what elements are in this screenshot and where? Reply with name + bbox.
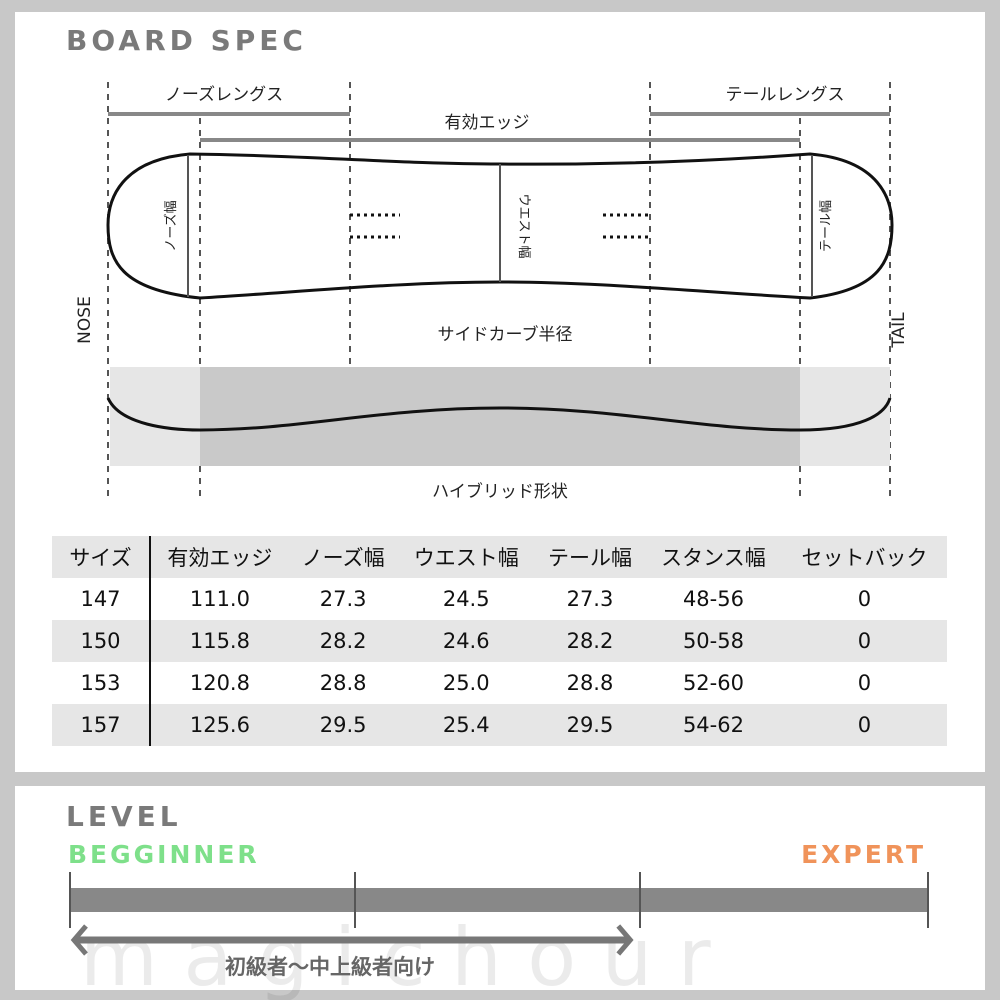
cell: 28.8 [319,671,367,695]
nose-label: NOSE [75,296,95,344]
level-range-text: 初級者〜中上級者向け [225,955,435,979]
table-header-row: サイズ 有効エッジ ノーズ幅 ウエスト幅 テール幅 スタンス幅 セットバック [52,536,947,578]
cell: 28.2 [319,629,367,653]
level-bar [70,888,928,912]
cell: 24.5 [442,587,490,611]
cell: 52-60 [682,671,744,695]
header-waist-width: ウエスト幅 [413,546,519,570]
nose-width-label: ノーズ幅 [163,200,179,251]
cell: 0 [857,587,872,611]
waist-width-label: ウエスト幅 [516,193,531,258]
cell: 54-62 [682,713,744,737]
header-stance: スタンス幅 [661,546,766,570]
table-row: 157 125.6 29.5 25.4 29.5 54-62 0 [52,704,947,746]
spec-table: サイズ 有効エッジ ノーズ幅 ウエスト幅 テール幅 スタンス幅 セットバック 147 111.… [52,536,948,746]
tail-width-label: テール幅 [819,200,834,252]
header-edge: 有効エッジ [167,546,273,570]
tail-label: TAIL [889,312,909,349]
cell: 0 [857,629,872,653]
profile-label: ハイブリッド形状 [432,481,568,502]
board-outline [106,152,894,300]
tail-length-label: テールレングス [726,85,845,105]
board-diagram: ノーズレングス テールレングス 有効エッジ ノーズ幅 ウエスト幅 テール幅 サイ… [75,82,909,502]
effective-edge-label: 有効エッジ [445,113,530,133]
header-nose-width: ノーズ幅 [301,546,385,570]
cell: 24.6 [442,629,490,653]
cell: 111.0 [189,587,250,611]
cell: 153 [52,662,151,704]
cell: 50-58 [682,629,744,653]
level-title: LEVEL [66,800,182,833]
level-range-arrow [70,924,634,956]
cell: 0 [857,671,872,695]
header-size: サイズ [52,536,151,578]
nose-length-label: ノーズレングス [165,85,283,105]
cell: 48-56 [682,587,744,611]
cell: 120.8 [189,671,250,695]
cell: 125.6 [189,713,250,737]
cell: 147 [52,578,151,620]
cell: 115.8 [189,629,250,653]
expert-label: EXPERT [801,840,926,869]
header-tail-width: テール幅 [547,546,632,570]
cell: 29.5 [319,713,367,737]
cell: 25.0 [442,671,490,695]
sidecut-label: サイドカーブ半径 [438,324,573,345]
cell: 29.5 [566,713,614,737]
cell: 28.8 [566,671,614,695]
cell: 27.3 [319,587,367,611]
table-row: 147 111.0 27.3 24.5 27.3 48-56 0 [52,578,947,620]
cell: 27.3 [566,587,614,611]
cell: 157 [52,704,151,746]
cell: 150 [52,620,151,662]
beginner-label: BEGGINNER [68,840,260,869]
cell: 28.2 [566,629,614,653]
hybrid-profile-line [106,397,892,432]
table-row: 153 120.8 28.8 25.0 28.8 52-60 0 [52,662,947,704]
header-setback: セットバック [801,546,928,570]
cell: 25.4 [442,713,490,737]
cell: 0 [857,713,872,737]
table-row: 150 115.8 28.2 24.6 28.2 50-58 0 [52,620,947,662]
board-spec-title: BOARD SPEC [66,24,307,57]
watermark: m a g i c h o u r [80,911,711,1000]
